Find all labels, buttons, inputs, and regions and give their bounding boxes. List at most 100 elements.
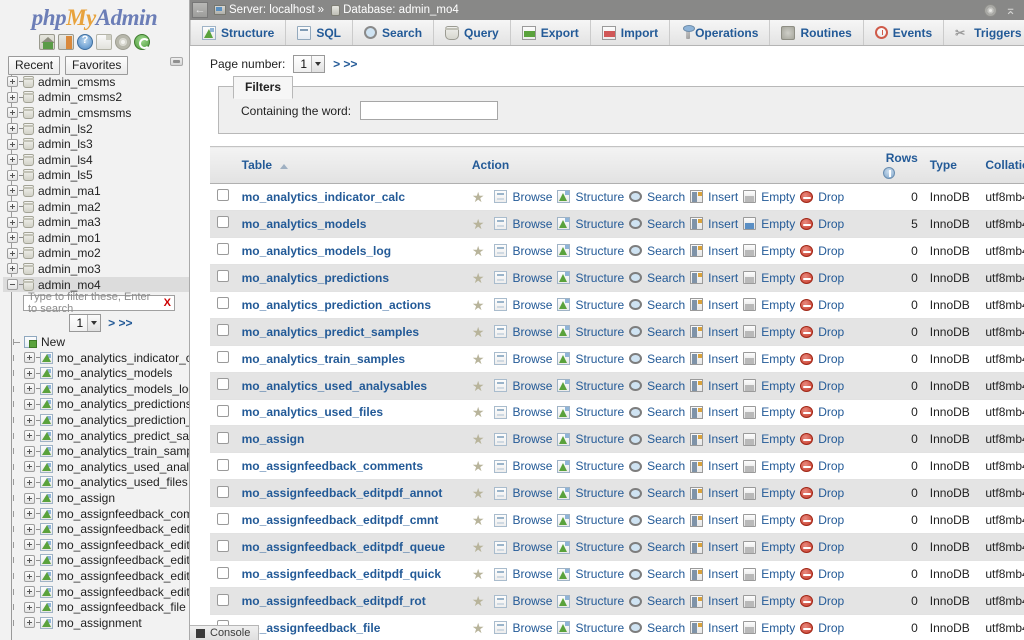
action-insert[interactable]: Insert (708, 486, 739, 501)
action-structure[interactable]: Structure (575, 620, 625, 635)
table-row[interactable]: mo_assign ★ Browse Structure Search Insert Emp… (210, 425, 1024, 454)
expand-icon[interactable] (7, 123, 18, 135)
drop-icon[interactable] (800, 568, 814, 581)
action-browse[interactable]: Browse (512, 486, 553, 501)
insert-icon[interactable] (690, 594, 704, 608)
action-structure[interactable]: Structure (575, 540, 625, 555)
drop-icon[interactable] (800, 352, 814, 365)
search-icon[interactable] (629, 218, 643, 230)
drop-icon[interactable] (800, 190, 814, 203)
empty-icon[interactable] (743, 190, 757, 204)
tree-database-admin_ls4[interactable]: admin_ls4 (3, 152, 189, 168)
action-drop[interactable]: Drop (818, 351, 845, 366)
structure-icon[interactable] (557, 513, 571, 527)
drop-icon[interactable] (800, 271, 814, 284)
action-structure[interactable]: Structure (575, 432, 625, 447)
action-empty[interactable]: Empty (761, 216, 796, 231)
empty-icon[interactable] (743, 621, 757, 635)
action-browse[interactable]: Browse (512, 351, 553, 366)
favorite-star-icon[interactable]: ★ (471, 323, 485, 340)
header-table[interactable]: Table (235, 146, 466, 184)
structure-icon[interactable] (557, 540, 571, 554)
table-name-link[interactable]: mo_assign (241, 432, 305, 447)
table-row[interactable]: mo_assignfeedback_comments ★ Browse Structu… (210, 452, 1024, 481)
expand-icon[interactable] (24, 383, 35, 395)
action-browse[interactable]: Browse (512, 324, 553, 339)
page-number-select[interactable]: 1 (293, 55, 326, 73)
action-search[interactable]: Search (647, 405, 686, 420)
action-insert[interactable]: Insert (708, 297, 739, 312)
drop-icon[interactable] (800, 621, 814, 634)
table-row[interactable]: mo_assignfeedback_editpdf_queue ★ Browse St… (210, 533, 1024, 562)
clear-filter-icon[interactable]: X (163, 297, 171, 310)
action-browse[interactable]: Browse (512, 378, 553, 393)
expand-icon[interactable] (7, 169, 18, 181)
expand-icon[interactable] (24, 414, 35, 426)
action-structure[interactable]: Structure (575, 378, 625, 393)
tree-table-mo_analytics_prediction_actio[interactable]: mo_analytics_prediction_actio (3, 412, 189, 428)
expand-icon[interactable] (24, 461, 35, 473)
expand-icon[interactable] (24, 352, 35, 364)
action-browse[interactable]: Browse (512, 459, 553, 474)
expand-icon[interactable] (7, 263, 18, 275)
expand-icon[interactable] (24, 523, 35, 535)
exit-icon[interactable] (58, 34, 74, 50)
table-name-link[interactable]: mo_analytics_indicator_calc (241, 189, 406, 204)
action-empty[interactable]: Empty (761, 351, 796, 366)
tree-table-mo_assignfeedback_file[interactable]: mo_assignfeedback_file (3, 599, 189, 615)
structure-icon[interactable] (557, 352, 571, 366)
favorite-star-icon[interactable]: ★ (471, 566, 485, 583)
action-insert[interactable]: Insert (708, 270, 739, 285)
empty-icon[interactable] (743, 432, 757, 446)
tab-sql[interactable]: SQL (286, 20, 354, 45)
structure-icon[interactable] (557, 244, 571, 258)
insert-icon[interactable] (690, 486, 704, 500)
tree-table-mo_assignfeedback_editpdf_[interactable]: mo_assignfeedback_editpdf_ (3, 553, 189, 569)
action-drop[interactable]: Drop (818, 620, 845, 635)
tree-table-mo_assign[interactable]: mo_assign (3, 490, 189, 506)
tab-events[interactable]: Events (864, 20, 945, 45)
action-insert[interactable]: Insert (708, 189, 739, 204)
action-drop[interactable]: Drop (818, 513, 845, 528)
table-row[interactable]: mo_analytics_models_log ★ Browse Structure S… (210, 237, 1024, 265)
empty-icon[interactable] (743, 298, 757, 312)
action-browse[interactable]: Browse (512, 216, 553, 231)
action-insert[interactable]: Insert (708, 351, 739, 366)
table-name-link[interactable]: mo_analytics_prediction_actions (241, 297, 432, 312)
search-icon[interactable] (629, 191, 643, 203)
search-icon[interactable] (629, 514, 643, 526)
header-checkbox-all[interactable] (210, 146, 236, 184)
empty-icon[interactable] (743, 244, 757, 258)
action-insert[interactable]: Insert (708, 594, 739, 609)
drop-icon[interactable] (800, 433, 814, 446)
action-empty[interactable]: Empty (761, 243, 796, 258)
row-checkbox[interactable] (216, 189, 229, 202)
search-icon[interactable] (629, 568, 643, 580)
action-search[interactable]: Search (647, 216, 686, 231)
search-icon[interactable] (629, 487, 643, 499)
action-browse[interactable]: Browse (512, 594, 553, 609)
row-checkbox[interactable] (216, 324, 229, 337)
table-row[interactable]: mo_assignfeedback_editpdf_quick ★ Browse St… (210, 560, 1024, 589)
browse-icon[interactable] (494, 486, 508, 500)
tree-table-mo_assignfeedback_commer[interactable]: mo_assignfeedback_commer (3, 506, 189, 522)
search-icon[interactable] (629, 433, 643, 445)
action-browse[interactable]: Browse (512, 567, 553, 582)
empty-icon[interactable] (743, 271, 757, 285)
action-structure[interactable]: Structure (575, 216, 625, 231)
search-icon[interactable] (629, 595, 643, 607)
action-drop[interactable]: Drop (818, 270, 845, 285)
table-name-link[interactable]: mo_assignfeedback_editpdf_queue (241, 540, 446, 555)
action-structure[interactable]: Structure (575, 324, 625, 339)
tab-search[interactable]: Search (353, 20, 435, 45)
action-browse[interactable]: Browse (512, 270, 553, 285)
action-drop[interactable]: Drop (818, 405, 845, 420)
insert-icon[interactable] (690, 621, 704, 635)
expand-icon[interactable] (24, 476, 35, 488)
sidebar-filter-input[interactable]: Type to filter these, Enter to search X (23, 291, 175, 315)
structure-icon[interactable] (557, 594, 571, 608)
back-button[interactable]: ← (192, 2, 208, 18)
tree-table-mo_analytics_predictions[interactable]: mo_analytics_predictions (3, 397, 189, 413)
action-insert[interactable]: Insert (708, 243, 739, 258)
table-row[interactable]: mo_analytics_predict_samples ★ Browse Struc… (210, 318, 1024, 346)
